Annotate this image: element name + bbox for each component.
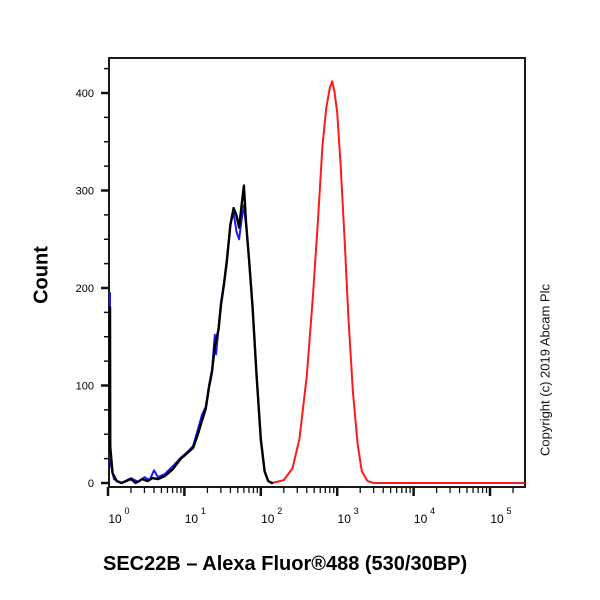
histogram-series — [108, 80, 525, 485]
x-tick-label: 10 — [490, 512, 504, 526]
x-tick-exponent: 3 — [354, 506, 359, 516]
y-axis-label: Count — [30, 246, 53, 304]
x-tick-exponent: 2 — [277, 506, 282, 516]
x-tick-label: 10 — [185, 512, 199, 526]
x-tick-label: 10 — [108, 512, 122, 526]
plot-frame — [108, 57, 526, 488]
x-tick-label: 10 — [338, 512, 352, 526]
x-tick-exponent: 4 — [430, 506, 435, 516]
x-axis-label: SEC22B – Alexa Fluor®488 (530/30BP) — [103, 553, 468, 575]
y-tick-label: 300 — [76, 186, 94, 198]
y-tick-label: 0 — [88, 478, 94, 490]
x-tick-exponent: 0 — [124, 506, 129, 516]
x-tick-exponent: 5 — [506, 506, 511, 516]
x-tick-label: 10 — [414, 512, 428, 526]
copyright-annotation: Copyright (c) 2019 Abcam Plc — [537, 284, 553, 456]
series-line — [108, 184, 274, 485]
y-tick-label: 400 — [76, 88, 94, 100]
x-tick-exponent: 1 — [201, 506, 206, 516]
series-line — [271, 80, 525, 484]
y-axis: 0 100 200 300 400 — [76, 67, 109, 490]
y-tick-label: 100 — [76, 381, 94, 393]
y-tick-label: 200 — [76, 283, 94, 295]
x-tick-label: 10 — [261, 512, 275, 526]
